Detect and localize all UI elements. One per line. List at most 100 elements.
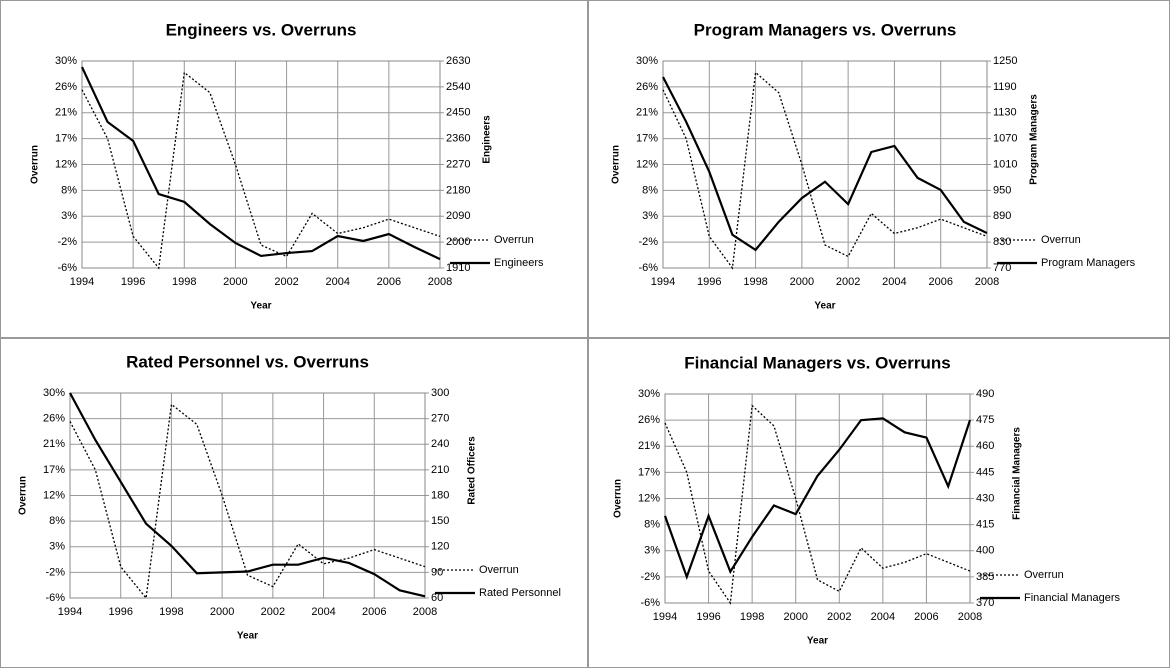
legend-label: Rated Personnel <box>479 587 561 599</box>
y2-tick-label: 2450 <box>446 107 470 119</box>
y2-tick-label: 150 <box>431 515 449 527</box>
x-tick-label: 1998 <box>172 276 196 288</box>
x-tick-label: 2008 <box>413 606 437 618</box>
x-tick-label: 2002 <box>274 276 298 288</box>
plot-border <box>69 392 426 599</box>
y-axis-label: Overrun <box>611 145 622 184</box>
series-line <box>662 76 988 252</box>
y-tick-label: 21% <box>55 107 77 119</box>
y2-tick-label: 1010 <box>993 158 1017 170</box>
y2-axis-label: Financial Managers <box>1012 427 1023 520</box>
y-tick-label: 26% <box>55 81 77 93</box>
x-tick-label: 1996 <box>108 606 132 618</box>
y2-tick-label: 890 <box>993 210 1011 222</box>
y-tick-label: -6% <box>57 262 77 274</box>
x-axis-label: Year <box>814 301 835 312</box>
y2-tick-label: 400 <box>976 545 994 557</box>
y-tick-label: 21% <box>43 438 65 450</box>
legend-label: Program Managers <box>1041 257 1136 269</box>
x-tick-label: 2000 <box>223 276 247 288</box>
legend-label: Overrun <box>1041 234 1081 246</box>
chart-title: Program Managers vs. Overruns <box>694 20 957 39</box>
legend-label: Overrun <box>494 234 534 246</box>
y-tick-label: -6% <box>45 592 65 604</box>
y-tick-label: 12% <box>55 158 77 170</box>
y-tick-label: 30% <box>636 55 658 67</box>
y-tick-label: 3% <box>644 545 660 557</box>
y-tick-label: 17% <box>43 464 65 476</box>
x-tick-label: 2008 <box>975 276 999 288</box>
y-axis-label: Overrun <box>18 476 29 515</box>
y-tick-label: 12% <box>636 158 658 170</box>
legend-label: Overrun <box>1024 569 1064 581</box>
y-tick-label: 30% <box>638 388 660 400</box>
chart-title: Financial Managers vs. Overruns <box>684 353 950 372</box>
y-tick-label: 8% <box>61 184 77 196</box>
y-tick-label: -2% <box>640 571 660 583</box>
y2-tick-label: 2180 <box>446 184 470 196</box>
panel-border <box>0 338 588 668</box>
y2-tick-label: 90 <box>431 566 443 578</box>
y-tick-label: 17% <box>55 133 77 145</box>
y-tick-label: -2% <box>45 566 65 578</box>
x-tick-label: 2002 <box>261 606 285 618</box>
chart-title: Rated Personnel vs. Overruns <box>126 352 369 371</box>
plot-border <box>664 393 971 604</box>
x-tick-label: 2008 <box>958 611 982 623</box>
y2-axis-label: Program Managers <box>1029 94 1040 185</box>
series-line <box>663 417 972 581</box>
y2-axis-label: Rated Officers <box>467 436 478 505</box>
legend-label: Overrun <box>479 564 519 576</box>
x-tick-label: 1994 <box>58 606 82 618</box>
x-tick-label: 1998 <box>159 606 183 618</box>
y-axis-label: Overrun <box>613 479 624 518</box>
y2-tick-label: 2630 <box>446 55 470 67</box>
y2-tick-label: 830 <box>993 236 1011 248</box>
y2-tick-label: 300 <box>431 387 449 399</box>
x-tick-label: 2006 <box>914 611 938 623</box>
y2-tick-label: 120 <box>431 541 449 553</box>
y-tick-label: 26% <box>43 413 65 425</box>
y-tick-label: 26% <box>636 81 658 93</box>
x-tick-label: 2000 <box>790 276 814 288</box>
chart-title: Engineers vs. Overruns <box>166 20 357 39</box>
x-tick-label: 2000 <box>783 611 807 623</box>
y2-tick-label: 415 <box>976 519 994 531</box>
y-tick-label: 21% <box>638 440 660 452</box>
x-tick-label: 2004 <box>882 276 906 288</box>
x-tick-label: 1996 <box>121 276 145 288</box>
y-tick-label: 30% <box>55 55 77 67</box>
y2-tick-label: 270 <box>431 413 449 425</box>
y-tick-label: -6% <box>640 597 660 609</box>
y-axis-label: Overrun <box>30 145 41 184</box>
y2-tick-label: 490 <box>976 388 994 400</box>
x-tick-label: 1996 <box>696 611 720 623</box>
y2-tick-label: 1190 <box>993 81 1017 93</box>
y-tick-label: 3% <box>49 541 65 553</box>
x-tick-label: 2008 <box>428 276 452 288</box>
y2-tick-label: 445 <box>976 466 994 478</box>
y-tick-label: -6% <box>638 262 658 274</box>
y2-tick-label: 2360 <box>446 133 470 145</box>
x-tick-label: 2006 <box>377 276 401 288</box>
y2-tick-label: 2090 <box>446 210 470 222</box>
y-tick-label: 30% <box>43 387 65 399</box>
x-tick-label: 1998 <box>740 611 764 623</box>
series-line <box>69 392 426 598</box>
series-line <box>662 71 988 270</box>
x-tick-label: 2006 <box>928 276 952 288</box>
y2-tick-label: 210 <box>431 464 449 476</box>
plot-border <box>662 60 988 269</box>
y-tick-label: 12% <box>638 492 660 504</box>
x-tick-label: 1994 <box>653 611 677 623</box>
y-tick-label: 21% <box>636 107 658 119</box>
x-tick-label: 1998 <box>743 276 767 288</box>
x-tick-label: 2004 <box>311 606 335 618</box>
legend-label: Financial Managers <box>1024 592 1120 604</box>
y2-tick-label: 385 <box>976 571 994 583</box>
y2-tick-label: 1070 <box>993 133 1017 145</box>
y2-axis-label: Engineers <box>482 115 493 164</box>
y-tick-label: 8% <box>642 184 658 196</box>
chart: Engineers vs. Overruns -6% -2% 3% 8% 12% 17% 21… <box>30 20 544 311</box>
x-tick-label: 2006 <box>362 606 386 618</box>
